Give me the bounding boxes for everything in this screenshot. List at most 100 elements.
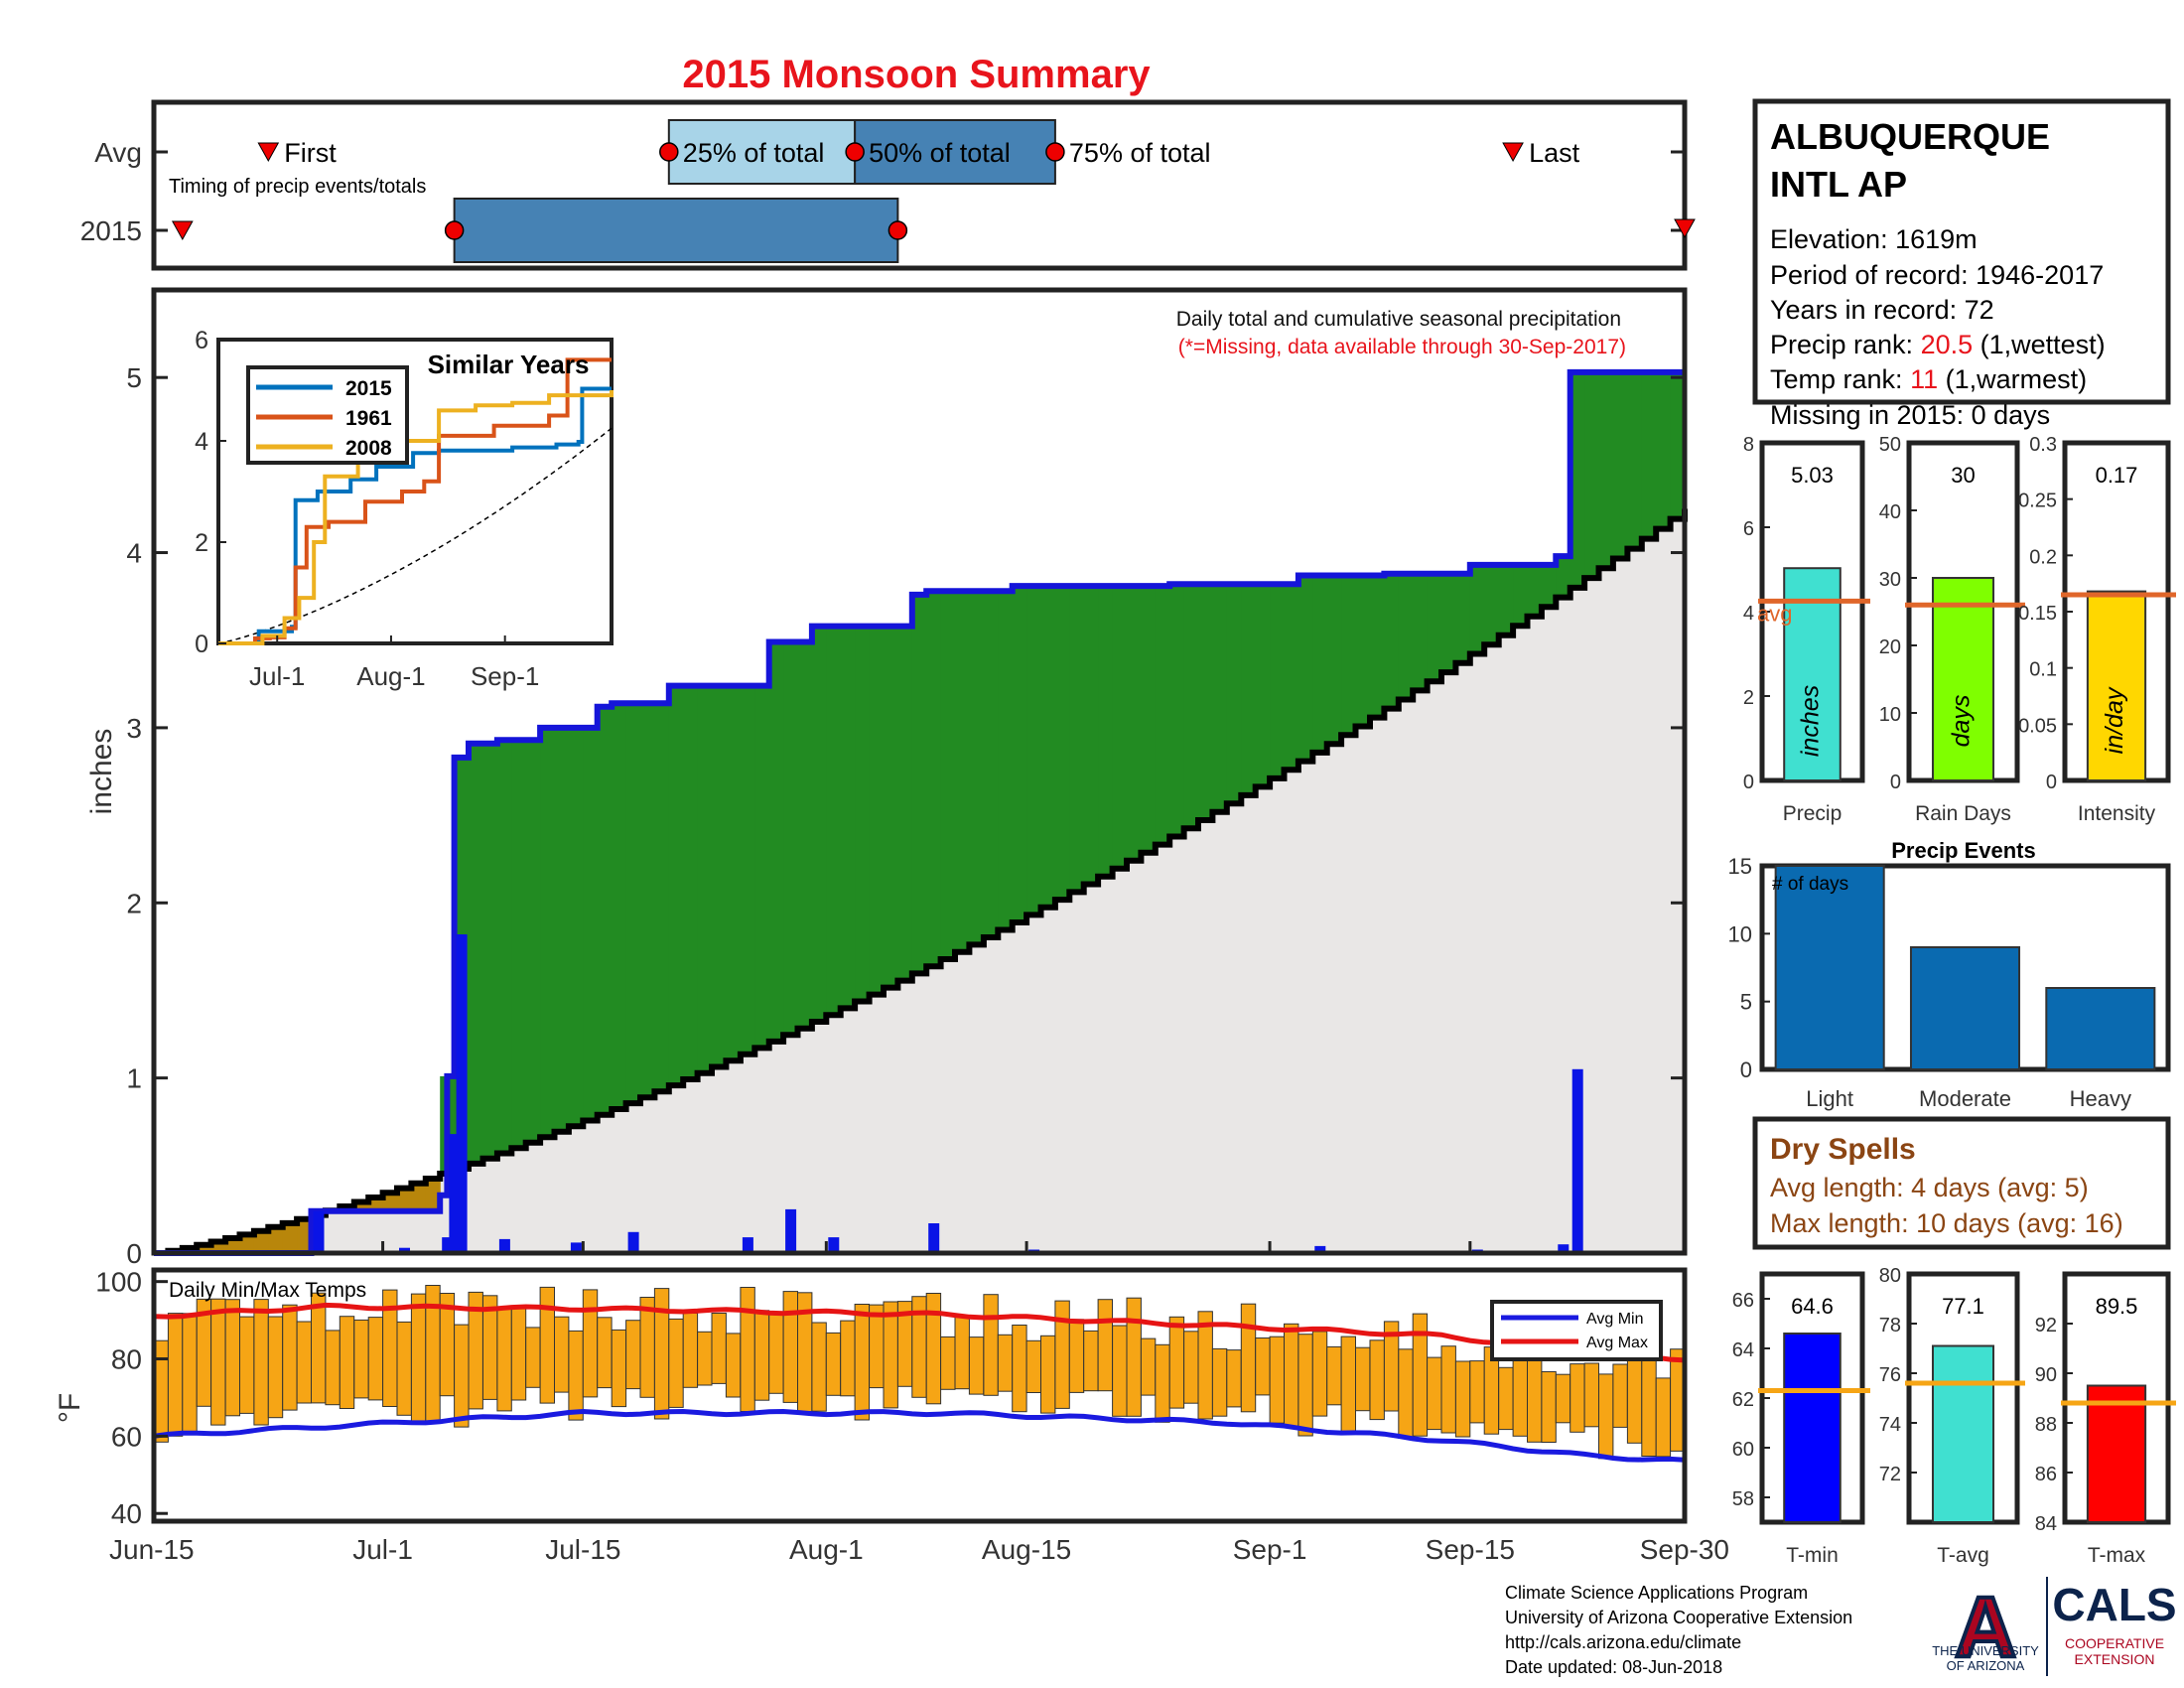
y2015-75-marker bbox=[887, 220, 908, 240]
surplus-fill-segment bbox=[1670, 371, 1686, 519]
surplus-fill-segment bbox=[1169, 584, 1185, 837]
small-chart-tick-label: 8 bbox=[1743, 434, 1754, 456]
small-chart-xlabel-T-avg: T-avg bbox=[1937, 1544, 1989, 1567]
cumulative-2015-line bbox=[154, 368, 1685, 1256]
daily-temp-range-bar bbox=[1398, 1348, 1414, 1439]
daily-temp-range-bar bbox=[396, 1321, 412, 1416]
small-chart-value-T-max: 89.5 bbox=[2096, 1294, 2138, 1319]
station-name-line1: ALBUQUERQUE bbox=[1770, 116, 2050, 157]
temp-legend-frame bbox=[1490, 1300, 1663, 1361]
daily-temp-range-bar bbox=[167, 1313, 184, 1437]
surplus-fill-segment bbox=[1413, 573, 1429, 691]
precip-rank-note: (1,wettest) bbox=[1973, 330, 2106, 359]
inset-y-tick-label: 0 bbox=[195, 631, 208, 658]
daily-temp-range-bar bbox=[1469, 1360, 1485, 1424]
station-precip-rank: Precip rank: 20.5 (1,wettest) bbox=[1770, 330, 2106, 359]
x-tick-label: Aug-15 bbox=[982, 1534, 1071, 1565]
surplus-fill-segment bbox=[768, 641, 784, 1042]
avg-25-marker bbox=[659, 142, 679, 162]
y-tick-label: 3 bbox=[126, 713, 142, 744]
surplus-fill-segment bbox=[1183, 584, 1199, 829]
daily-temp-range-bar bbox=[825, 1332, 842, 1396]
daily-temp-range-bar bbox=[1083, 1330, 1099, 1392]
small-chart-xlabel-T-min: T-min bbox=[1786, 1544, 1839, 1567]
surplus-fill-segment bbox=[1069, 586, 1085, 893]
surplus-fill-segment bbox=[668, 685, 684, 1086]
surplus-fill-segment bbox=[1112, 586, 1128, 869]
daily-temp-range-bar bbox=[1440, 1345, 1456, 1434]
surplus-fill-segment bbox=[625, 703, 641, 1104]
x-tick-label: Sep-30 bbox=[1640, 1534, 1729, 1565]
temp-rank-value: 11 bbox=[1910, 364, 1938, 394]
surplus-fill-segment bbox=[955, 591, 970, 952]
small-chart-tick-label: 58 bbox=[1732, 1488, 1754, 1510]
small-chart-tick-label: 76 bbox=[1879, 1364, 1901, 1386]
surplus-fill-segment bbox=[1241, 584, 1257, 795]
main-panel-header: Daily total and cumulative seasonal prec… bbox=[1176, 308, 1621, 331]
deficit-fill-segment bbox=[197, 1244, 212, 1253]
surplus-fill-segment bbox=[1226, 584, 1242, 804]
daily-temp-range-bar bbox=[454, 1324, 470, 1428]
small-chart-bar-Rain Days bbox=[1931, 577, 1995, 781]
daily-temp-range-bar bbox=[182, 1313, 198, 1436]
deficit-fill-segment bbox=[225, 1238, 241, 1253]
small-chart-tick-label: 86 bbox=[2035, 1464, 2057, 1485]
event-bar-Light bbox=[1774, 865, 1885, 1070]
dry-spells-box: Dry Spells Avg length: 4 days (avg: 5) M… bbox=[1752, 1116, 2171, 1250]
daily-precip-bar bbox=[1571, 1068, 1583, 1253]
inset-y-tick-label: 4 bbox=[195, 428, 208, 456]
surplus-fill-segment bbox=[597, 706, 613, 1115]
x-tick-label: Sep-1 bbox=[1233, 1534, 1307, 1565]
daily-temp-range-bar bbox=[496, 1307, 512, 1412]
daily-temp-range-bar bbox=[968, 1336, 985, 1395]
station-period: Period of record: 1946-2017 bbox=[1770, 260, 2104, 290]
surplus-fill-segment bbox=[940, 591, 956, 959]
surplus-fill-segment bbox=[1297, 575, 1313, 762]
deficit-fill-segment bbox=[353, 1201, 369, 1211]
surplus-fill-segment bbox=[1484, 564, 1500, 645]
surplus-fill-segment bbox=[1427, 573, 1442, 682]
temp-panel-title: Daily Min/Max Temps bbox=[169, 1279, 366, 1302]
daily-temp-range-bar bbox=[1369, 1339, 1385, 1421]
surplus-fill-segment bbox=[1612, 371, 1628, 559]
daily-temp-range-bar bbox=[1211, 1347, 1228, 1417]
daily-temp-range-bar bbox=[325, 1330, 341, 1406]
station-box-frame bbox=[1752, 98, 2171, 405]
event-y-tick-label: 10 bbox=[1728, 921, 1752, 946]
event-category-label: Moderate bbox=[1919, 1086, 2011, 1111]
daily-temp-range-bar bbox=[997, 1334, 1014, 1392]
event-y-tick-label: 0 bbox=[1740, 1057, 1752, 1082]
surplus-fill-segment bbox=[568, 727, 584, 1127]
deficit-fill-segment bbox=[382, 1193, 398, 1211]
daily-temp-range-bar bbox=[367, 1317, 384, 1401]
timeline-row-label: 2015 bbox=[80, 215, 142, 246]
ua-text-1: THE UNIVERSITY bbox=[1932, 1643, 2039, 1658]
daily-temp-range-bar bbox=[625, 1320, 641, 1390]
avg-75-marker bbox=[1045, 142, 1065, 162]
daily-temp-range-bar bbox=[410, 1293, 427, 1424]
daily-temp-range-bar bbox=[1340, 1336, 1356, 1434]
surplus-fill-segment bbox=[1012, 586, 1027, 923]
small-chart-tick-label: 74 bbox=[1879, 1414, 1901, 1436]
temp-y-tick-label: 60 bbox=[111, 1421, 142, 1452]
daily-temp-range-bar bbox=[1269, 1336, 1285, 1424]
daily-temp-range-bar bbox=[1226, 1349, 1242, 1408]
daily-temp-range-bar bbox=[1555, 1373, 1571, 1424]
surplus-fill-segment bbox=[469, 743, 483, 1164]
deficit-fill-segment bbox=[297, 1218, 313, 1253]
daily-temp-range-bar bbox=[1498, 1366, 1514, 1431]
deficit-fill-segment bbox=[210, 1241, 226, 1253]
x-tick-label: Jul-1 bbox=[352, 1534, 413, 1565]
surplus-fill-segment bbox=[1098, 586, 1114, 877]
daily-precip-bar bbox=[498, 1238, 510, 1253]
daily-temp-range-bar bbox=[296, 1321, 313, 1404]
avg-50-75-box bbox=[854, 119, 1056, 185]
precip-rank-value: 20.5 bbox=[1921, 330, 1974, 359]
daily-precip-bar bbox=[570, 1242, 582, 1253]
surplus-fill-segment bbox=[869, 626, 885, 995]
inset-legend-label: 2008 bbox=[345, 437, 392, 460]
surplus-fill-segment bbox=[583, 727, 599, 1121]
surplus-fill-segment bbox=[654, 703, 670, 1092]
daily-temp-range-bar bbox=[1541, 1371, 1557, 1443]
surplus-fill-segment bbox=[540, 727, 556, 1138]
